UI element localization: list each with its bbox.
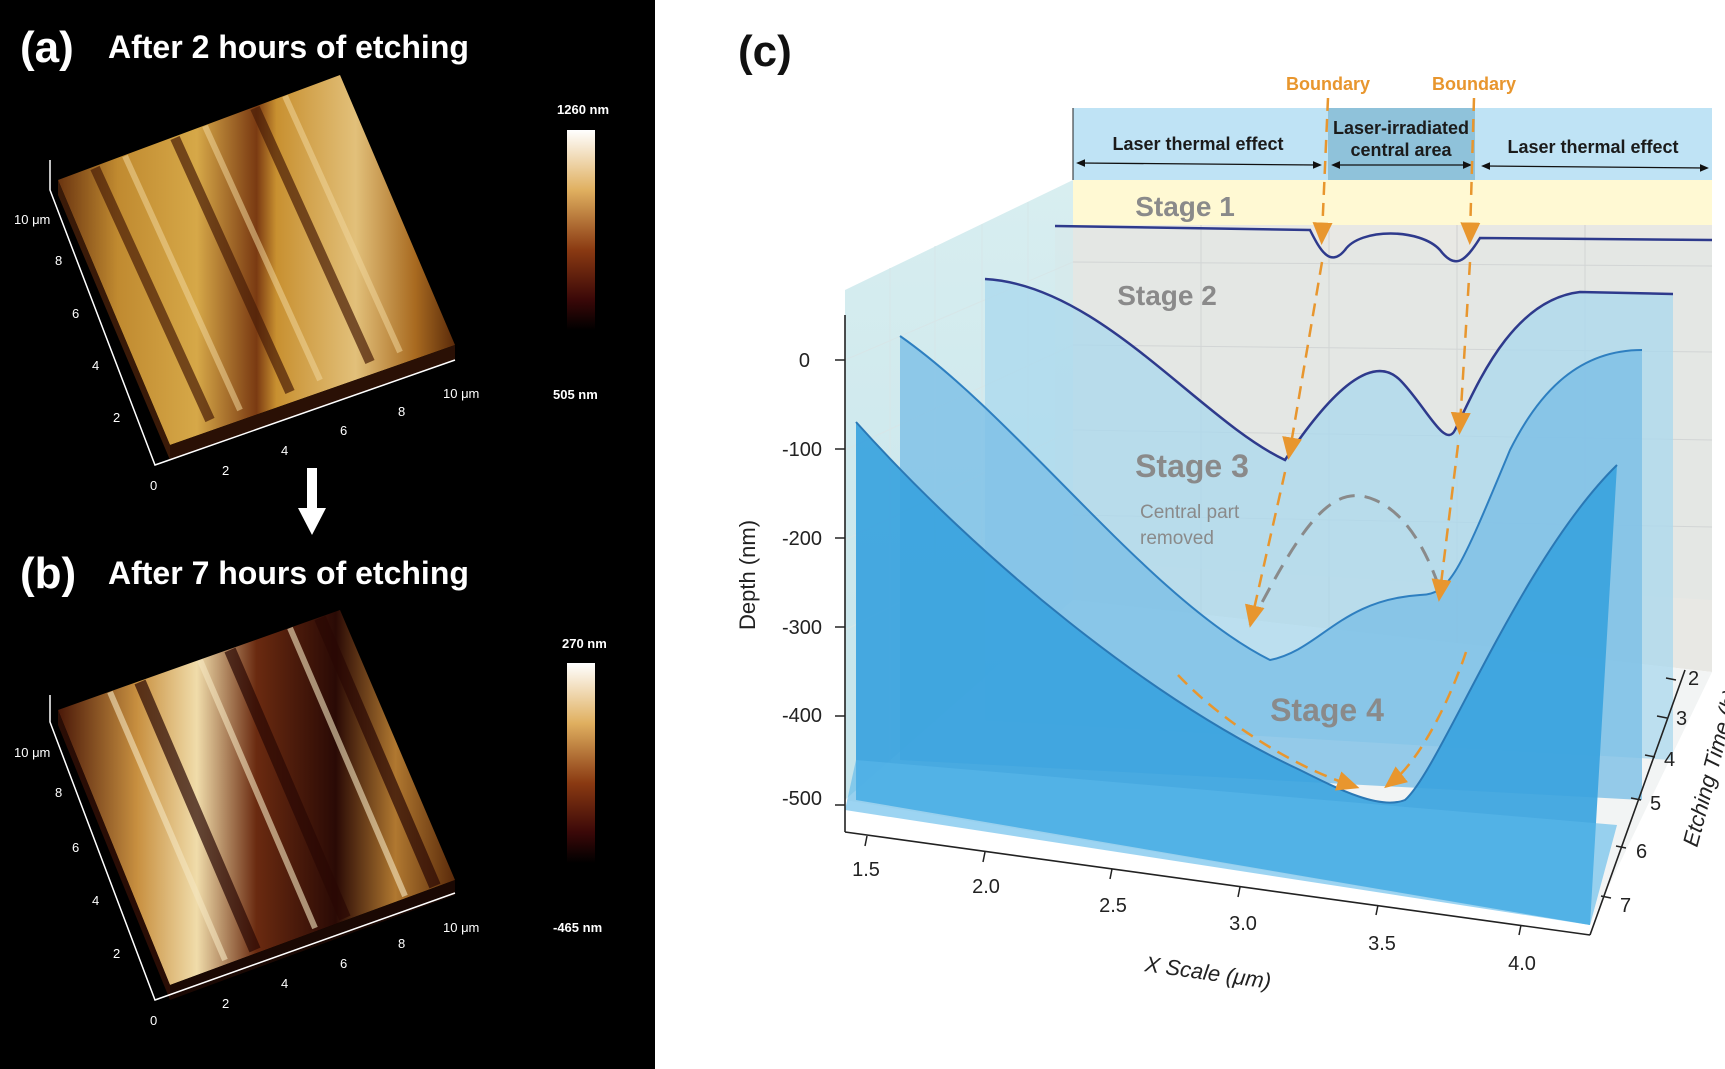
panel-b-xtick-4: 4 [281, 976, 288, 991]
stage1-label: Stage 1 [1135, 191, 1235, 222]
panel-b-xtick-10: 10 μm [443, 920, 479, 935]
panel-a-ytick-2: 2 [113, 410, 120, 425]
y-tick-0: 0 [799, 350, 810, 372]
panel-b-xtick-6: 6 [340, 956, 347, 971]
panel-a-ytick-10: 10 μm [14, 212, 50, 227]
panel-a-ytick-6: 6 [72, 306, 79, 321]
panel-a-colorbar-min: 505 nm [553, 387, 598, 402]
z-tick-7: 7 [1620, 895, 1631, 917]
x-tick-marks [864, 835, 1522, 936]
stage4-label: Stage 4 [1270, 692, 1384, 728]
panel-b: (b) After 7 hours of etching 10 μm 8 6 4… [14, 549, 607, 1028]
panel-a-xtick-4: 4 [281, 443, 288, 458]
y-tick-neg200: -200 [782, 528, 822, 550]
stage3-note-line2: removed [1140, 528, 1214, 549]
panel-a-title: After 2 hours of etching [108, 29, 469, 65]
x-tick-2-5: 2.5 [1099, 895, 1127, 917]
panel-b-colorbar [567, 663, 595, 863]
panel-a-xtick-6: 6 [340, 423, 347, 438]
y-tick-neg100: -100 [782, 439, 822, 461]
region-center-label-2: central area [1350, 140, 1452, 160]
x-tick-2-0: 2.0 [972, 876, 1000, 898]
panel-b-ytick-6: 6 [72, 840, 79, 855]
panel-b-ytick-4: 4 [92, 893, 99, 908]
z-tick-3: 3 [1676, 708, 1687, 730]
panel-b-xtick-2: 2 [222, 996, 229, 1011]
x-tick-3-0: 3.0 [1229, 913, 1257, 935]
panel-a: (a) After 2 hours of etching 10 μm 8 6 4… [14, 23, 609, 493]
boundary-arrows [1177, 97, 1481, 791]
panel-a-ytick-8: 8 [55, 253, 62, 268]
stage1-band [1073, 180, 1712, 225]
region-center-label-1: Laser-irradiated [1333, 118, 1469, 138]
z-tick-2: 2 [1688, 668, 1699, 690]
panel-a-xtick-8: 8 [398, 404, 405, 419]
panel-b-ytick-2: 2 [113, 946, 120, 961]
x-tick-1-5: 1.5 [852, 859, 880, 881]
panel-b-ytick-8: 8 [55, 785, 62, 800]
x-axis-title: X Scale (μm) [1142, 951, 1272, 994]
panel-b-colorbar-max: 270 nm [562, 636, 607, 651]
y-tick-neg300: -300 [782, 617, 822, 639]
z-tick-marks [1600, 677, 1677, 899]
panel-a-xtick-10: 10 μm [443, 386, 479, 401]
panel-a-afm-surface [58, 75, 455, 460]
stage3-label: Stage 3 [1135, 448, 1249, 484]
z-tick-6: 6 [1636, 841, 1647, 863]
region-right-label: Laser thermal effect [1507, 137, 1678, 157]
panel-a-xtick-2: 2 [222, 463, 229, 478]
y-axis-title: Depth (nm) [735, 520, 760, 630]
panel-b-colorbar-min: -465 nm [553, 920, 602, 935]
region-left-label: Laser thermal effect [1112, 134, 1283, 154]
x-tick-4-0: 4.0 [1508, 953, 1536, 975]
y-tick-marks [835, 359, 845, 806]
y-tick-neg500: -500 [782, 788, 822, 810]
panel-a-colorbar-max: 1260 nm [557, 102, 609, 117]
panel-a-ytick-4: 4 [92, 358, 99, 373]
stage2-profile [984, 277, 1674, 462]
central-part-removed-arc [1248, 494, 1442, 626]
stage3-note-line1: Central part [1140, 502, 1240, 523]
z-tick-4: 4 [1664, 749, 1675, 771]
x-tick-3-5: 3.5 [1368, 933, 1396, 955]
stage2-label: Stage 2 [1117, 280, 1217, 311]
panel-b-ytick-10: 10 μm [14, 745, 50, 760]
panel-a-letter: (a) [20, 23, 74, 72]
panel-b-letter: (b) [20, 549, 76, 598]
y-tick-neg400: -400 [782, 705, 822, 727]
boundary-right-label: Boundary [1432, 74, 1516, 94]
panel-c-letter: (c) [738, 27, 792, 76]
panel-b-xtick-0: 0 [150, 1013, 157, 1028]
down-arrow-icon [298, 468, 326, 535]
panel-a-colorbar [567, 130, 595, 330]
panel-c: (c) Laser thermal effect Laser-irradiate… [735, 27, 1725, 994]
stage1-profile [1054, 224, 1713, 263]
panel-b-xtick-8: 8 [398, 936, 405, 951]
boundary-left-label: Boundary [1286, 74, 1370, 94]
panel-b-title: After 7 hours of etching [108, 555, 469, 591]
chart-axes [844, 315, 1686, 936]
panel-a-xtick-0: 0 [150, 478, 157, 493]
z-tick-5: 5 [1650, 793, 1661, 815]
stage3-profile [899, 335, 1643, 662]
